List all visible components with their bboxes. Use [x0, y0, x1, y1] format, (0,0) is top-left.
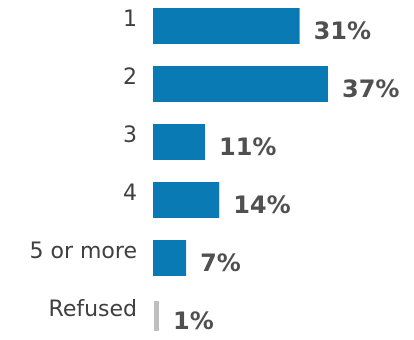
- category-label: 5 or more: [30, 239, 137, 264]
- category-label: 2: [123, 65, 137, 90]
- category-label: 3: [123, 123, 137, 148]
- value-label: 7%: [200, 249, 241, 277]
- value-label: 1%: [173, 307, 214, 335]
- category-label: Refused: [49, 297, 137, 322]
- bar: [153, 182, 220, 218]
- category-label: 4: [123, 181, 137, 206]
- bar: [154, 301, 159, 331]
- bar: [153, 66, 328, 102]
- value-label: 37%: [342, 75, 399, 103]
- category-label: 1: [123, 7, 137, 32]
- value-label: 14%: [233, 191, 290, 219]
- value-label: 31%: [314, 17, 371, 45]
- bar: [153, 8, 300, 44]
- bar: [153, 240, 187, 276]
- bar: [153, 124, 206, 160]
- value-label: 11%: [219, 133, 276, 161]
